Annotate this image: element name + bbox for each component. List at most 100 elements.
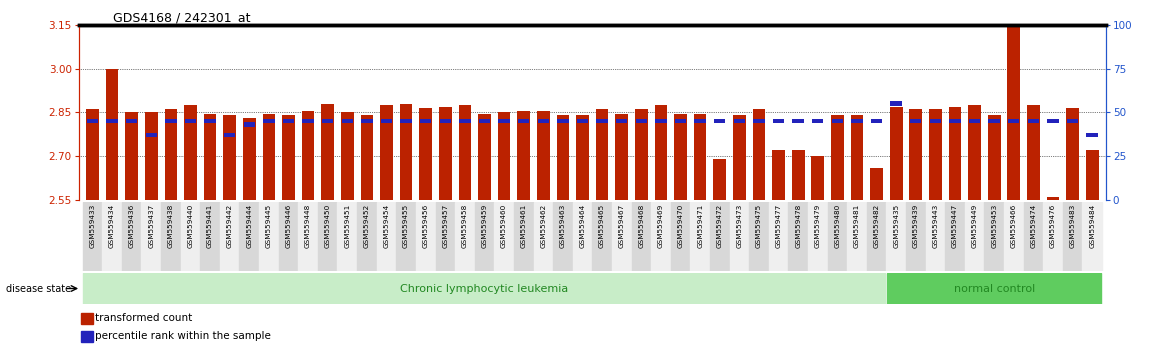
Text: GSM559478: GSM559478 bbox=[796, 204, 801, 248]
Bar bbox=[925, 202, 945, 271]
Text: GSM559441: GSM559441 bbox=[207, 204, 213, 248]
Text: GSM559461: GSM559461 bbox=[521, 204, 527, 248]
Text: Chronic lymphocytic leukemia: Chronic lymphocytic leukemia bbox=[401, 284, 569, 293]
Bar bbox=[340, 112, 353, 200]
Bar bbox=[498, 119, 510, 123]
Bar bbox=[636, 119, 647, 123]
Bar bbox=[772, 150, 785, 200]
Bar bbox=[455, 202, 475, 271]
Bar bbox=[1067, 119, 1078, 123]
Bar bbox=[243, 118, 256, 200]
Bar bbox=[948, 107, 961, 200]
Bar bbox=[812, 156, 824, 200]
Bar bbox=[635, 109, 647, 200]
Bar bbox=[596, 119, 608, 123]
Bar bbox=[694, 114, 706, 200]
Text: GSM559462: GSM559462 bbox=[541, 204, 547, 248]
Text: GSM559437: GSM559437 bbox=[148, 204, 154, 248]
Bar bbox=[573, 202, 592, 271]
Bar bbox=[494, 202, 514, 271]
Bar bbox=[380, 105, 393, 200]
Bar bbox=[965, 202, 984, 271]
Bar bbox=[595, 109, 608, 200]
Bar bbox=[651, 202, 670, 271]
Bar bbox=[184, 105, 197, 200]
Bar bbox=[439, 107, 452, 200]
Bar bbox=[789, 202, 808, 271]
Text: disease state: disease state bbox=[6, 284, 71, 293]
Text: GSM559440: GSM559440 bbox=[188, 204, 193, 248]
Bar bbox=[1086, 133, 1098, 137]
Bar bbox=[478, 119, 490, 123]
Text: GSM559484: GSM559484 bbox=[1090, 204, 1095, 248]
Text: normal control: normal control bbox=[953, 284, 1035, 293]
Bar bbox=[537, 119, 549, 123]
Bar bbox=[930, 119, 941, 123]
Bar bbox=[361, 119, 373, 123]
Bar bbox=[321, 104, 334, 200]
Text: GSM559476: GSM559476 bbox=[1050, 204, 1056, 248]
Bar bbox=[615, 114, 628, 200]
Bar bbox=[577, 119, 588, 123]
Text: GSM559471: GSM559471 bbox=[697, 204, 703, 248]
Bar bbox=[792, 119, 804, 123]
Bar bbox=[420, 119, 432, 123]
Bar bbox=[1063, 202, 1083, 271]
Text: percentile rank within the sample: percentile rank within the sample bbox=[95, 331, 271, 341]
Bar bbox=[107, 119, 118, 123]
Bar bbox=[537, 111, 550, 200]
Bar bbox=[554, 202, 573, 271]
Bar bbox=[337, 202, 357, 271]
Bar bbox=[126, 119, 138, 123]
Bar bbox=[929, 109, 941, 200]
Bar bbox=[141, 202, 161, 271]
Bar bbox=[459, 105, 471, 200]
Bar bbox=[396, 202, 416, 271]
Bar bbox=[988, 115, 1001, 200]
Text: GSM559473: GSM559473 bbox=[736, 204, 742, 248]
Text: transformed count: transformed count bbox=[95, 314, 192, 324]
Text: GSM559472: GSM559472 bbox=[717, 204, 723, 248]
Bar bbox=[263, 114, 276, 200]
Bar bbox=[1086, 150, 1099, 200]
Bar bbox=[557, 119, 569, 123]
Text: GDS4168 / 242301_at: GDS4168 / 242301_at bbox=[113, 11, 251, 24]
Bar bbox=[792, 150, 805, 200]
Bar bbox=[886, 202, 906, 271]
Bar bbox=[534, 202, 554, 271]
Bar bbox=[223, 115, 236, 200]
Bar bbox=[435, 202, 455, 271]
Text: GSM559464: GSM559464 bbox=[579, 204, 586, 248]
Bar bbox=[1047, 119, 1058, 123]
Bar bbox=[82, 202, 102, 271]
Bar bbox=[848, 202, 866, 271]
Bar bbox=[611, 202, 631, 271]
Bar bbox=[670, 202, 690, 271]
Bar bbox=[223, 133, 235, 137]
Bar bbox=[714, 119, 725, 123]
Bar bbox=[710, 202, 730, 271]
Bar bbox=[86, 109, 98, 200]
Text: GSM559483: GSM559483 bbox=[1070, 204, 1076, 248]
Bar bbox=[200, 202, 220, 271]
Bar bbox=[1007, 25, 1020, 200]
Bar bbox=[557, 115, 570, 200]
Text: GSM559444: GSM559444 bbox=[247, 204, 252, 248]
Text: GSM559448: GSM559448 bbox=[305, 204, 312, 248]
Bar bbox=[181, 202, 200, 271]
Bar bbox=[122, 202, 141, 271]
Bar bbox=[870, 168, 882, 200]
Bar bbox=[950, 119, 961, 123]
Bar bbox=[283, 115, 295, 200]
Bar bbox=[889, 107, 902, 200]
Bar bbox=[166, 119, 177, 123]
Text: GSM559457: GSM559457 bbox=[442, 204, 448, 248]
Bar bbox=[690, 202, 710, 271]
Text: GSM559453: GSM559453 bbox=[991, 204, 997, 248]
Text: GSM559469: GSM559469 bbox=[658, 204, 664, 248]
Bar bbox=[1027, 119, 1039, 123]
Bar bbox=[1004, 202, 1024, 271]
Text: GSM559467: GSM559467 bbox=[618, 204, 624, 248]
Bar bbox=[891, 102, 902, 106]
Bar bbox=[655, 119, 667, 123]
